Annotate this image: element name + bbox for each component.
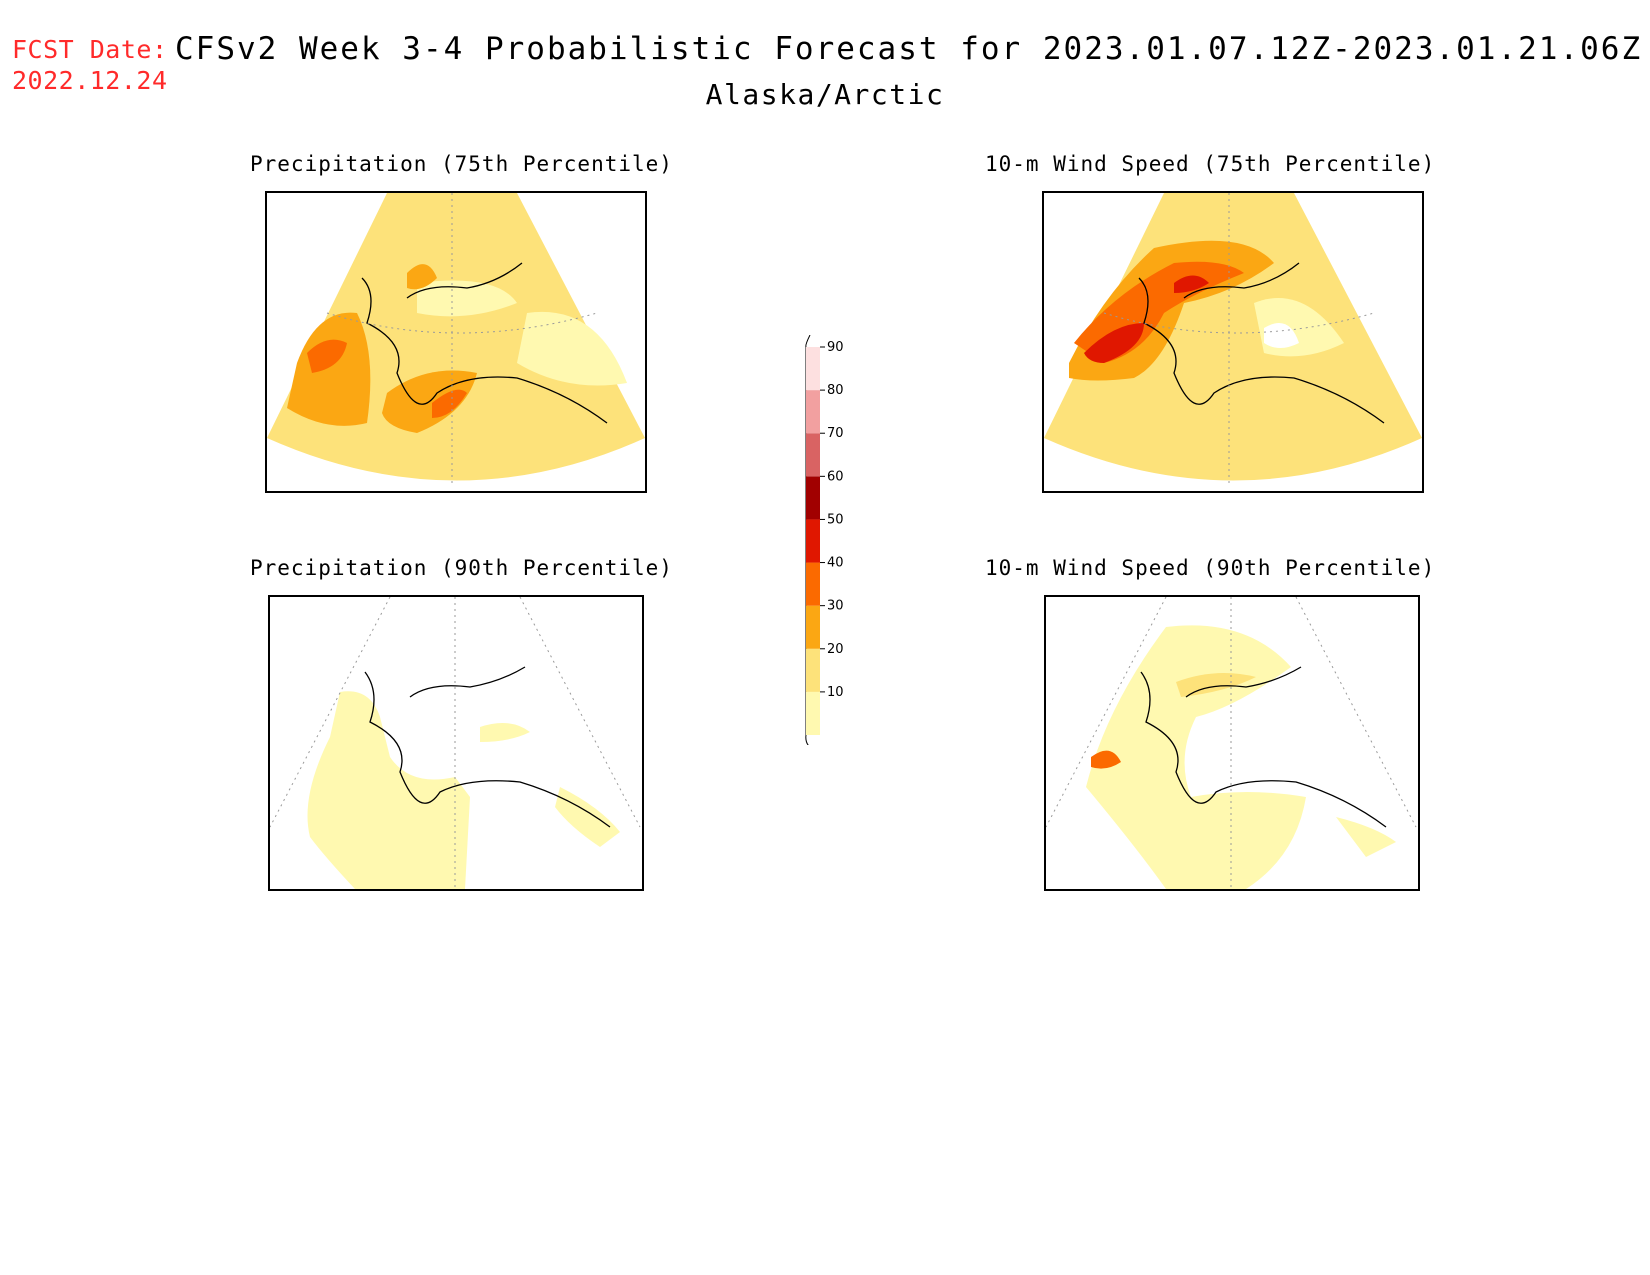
colorbar-swatch bbox=[806, 347, 820, 391]
colorbar-swatches: 10 20 30 40 50 60 70 80 90 bbox=[805, 334, 844, 748]
prob-region-darkred bbox=[1174, 275, 1209, 293]
prob-region-orange bbox=[407, 264, 437, 290]
coastline bbox=[361, 277, 608, 424]
colorbar-tick-label: 50 bbox=[827, 512, 844, 527]
colorbar-tick-label: 60 bbox=[827, 469, 844, 484]
colorbar-swatch bbox=[806, 648, 820, 692]
coastline bbox=[364, 671, 611, 828]
prob-region-darkred bbox=[1084, 323, 1144, 363]
colorbar-tick-label: 30 bbox=[827, 599, 844, 614]
prob-region-light bbox=[517, 311, 627, 386]
colorbar-tick-label: 70 bbox=[827, 426, 844, 441]
fcst-date-block: FCST Date: 2022.12.24 bbox=[12, 34, 168, 96]
colorbar-swatch bbox=[806, 476, 820, 520]
colorbar-swatch bbox=[806, 390, 820, 434]
region-subtitle: Alaska/Arctic bbox=[705, 78, 945, 111]
map-precip-90 bbox=[268, 595, 644, 891]
colorbar-tick-label: 90 bbox=[827, 340, 844, 355]
colorbar-swatch bbox=[806, 562, 820, 606]
coastline bbox=[409, 666, 526, 698]
panel-title-wind-75: 10-m Wind Speed (75th Percentile) bbox=[985, 152, 1436, 176]
prob-region-light bbox=[307, 691, 470, 889]
coastline bbox=[1140, 671, 1387, 828]
prob-region-light bbox=[417, 280, 517, 317]
prob-region-white bbox=[1264, 323, 1299, 348]
colorbar-tick-label: 40 bbox=[827, 556, 844, 571]
main-title: CFSv2 Week 3-4 Probabilistic Forecast fo… bbox=[175, 31, 1643, 67]
colorbar-tick-label: 10 bbox=[827, 685, 844, 700]
grid-lines bbox=[1103, 193, 1375, 483]
colorbar-swatch bbox=[806, 605, 820, 649]
prob-region-light bbox=[1086, 625, 1306, 889]
fcst-date-value: 2022.12.24 bbox=[12, 66, 168, 95]
map-wind-75 bbox=[1042, 191, 1424, 493]
prob-region-white bbox=[1196, 723, 1231, 751]
prob-region-light bbox=[480, 723, 530, 742]
prob-region-red bbox=[432, 389, 467, 418]
panel-title-precip-90: Precipitation (90th Percentile) bbox=[250, 556, 673, 580]
prob-region-light bbox=[1336, 817, 1396, 857]
panel-title-precip-75: Precipitation (75th Percentile) bbox=[250, 152, 673, 176]
grid-lines bbox=[270, 597, 641, 887]
colorbar-tick-label: 80 bbox=[827, 383, 844, 398]
coastline bbox=[1138, 277, 1385, 424]
map-wind-90 bbox=[1044, 595, 1420, 891]
colorbar-swatch bbox=[806, 691, 820, 735]
map-precip-75 bbox=[265, 191, 647, 493]
prob-region-orange bbox=[287, 312, 371, 426]
fcst-date-label: FCST Date: bbox=[12, 35, 168, 64]
grid-lines bbox=[326, 193, 598, 483]
prob-region-orange bbox=[1091, 750, 1121, 769]
coastline bbox=[406, 262, 523, 299]
colorbar-swatch bbox=[806, 519, 820, 563]
colorbar-swatch bbox=[806, 433, 820, 477]
panel-title-wind-90: 10-m Wind Speed (90th Percentile) bbox=[985, 556, 1436, 580]
coastline bbox=[1183, 262, 1300, 299]
colorbar-tick-label: 20 bbox=[827, 642, 844, 657]
grid-lines bbox=[1046, 597, 1417, 887]
coastline bbox=[1185, 666, 1302, 698]
colorbar: 10 20 30 40 50 60 70 80 90 bbox=[800, 334, 880, 748]
prob-region-light bbox=[555, 787, 620, 847]
prob-region-red bbox=[307, 339, 347, 373]
